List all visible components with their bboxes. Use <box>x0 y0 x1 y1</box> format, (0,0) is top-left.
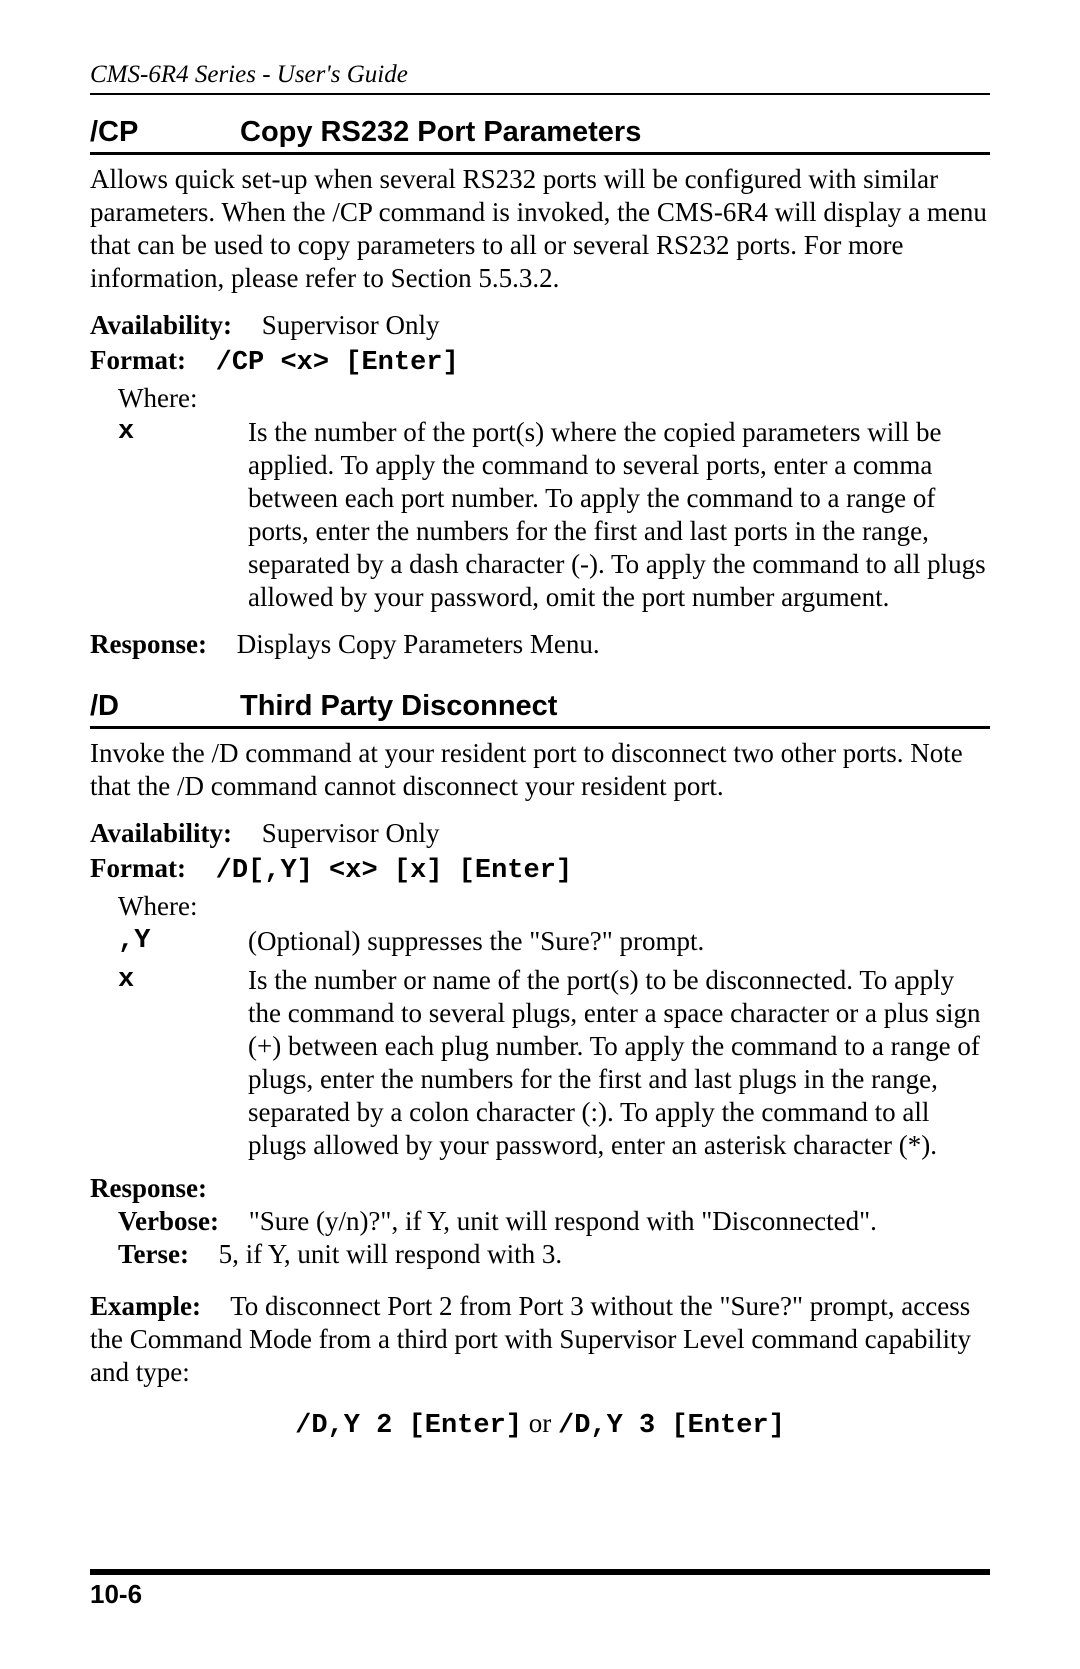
where-label: Where: <box>118 890 990 923</box>
response-label: Response: <box>90 1172 990 1205</box>
format-line: Format: /D[,Y] <x> [x] [Enter] <box>90 852 990 888</box>
availability-line: Availability: Supervisor Only <box>90 817 990 850</box>
example-text: To disconnect Port 2 from Port 3 without… <box>90 1291 971 1387</box>
availability-value: Supervisor Only <box>262 818 440 848</box>
response-line-label: Terse: <box>118 1239 189 1269</box>
running-head: CMS-6R4 Series - User's Guide <box>90 60 990 91</box>
param-desc: Is the number or name of the port(s) to … <box>248 964 990 1162</box>
where-label: Where: <box>118 382 990 415</box>
page-footer: 10-6 <box>90 1569 990 1611</box>
param-desc: (Optional) suppresses the "Sure?" prompt… <box>248 925 990 958</box>
example-cmd-b: /D,Y 3 [Enter] <box>558 1411 785 1441</box>
response-label: Response: <box>90 629 207 659</box>
section-title: Third Party Disconnect <box>240 689 557 724</box>
format-label: Format: <box>90 345 186 375</box>
response-verbose: Verbose: "Sure (y/n)?", if Y, unit will … <box>118 1205 990 1238</box>
format-value: /D[,Y] <x> [x] [Enter] <box>216 856 572 886</box>
section-intro: Invoke the /D command at your resident p… <box>90 737 990 803</box>
param-desc: Is the number of the port(s) where the c… <box>248 416 990 614</box>
head-rule <box>90 93 990 95</box>
example-label: Example: <box>90 1291 201 1321</box>
example-cmd-a: /D,Y 2 [Enter] <box>295 1411 522 1441</box>
availability-value: Supervisor Only <box>262 310 440 340</box>
response-line-text: 5, if Y, unit will respond with 3. <box>219 1239 563 1269</box>
example-block: Example: To disconnect Port 2 from Port … <box>90 1290 990 1389</box>
response-line: Response: Displays Copy Parameters Menu. <box>90 628 990 661</box>
response-line-text: "Sure (y/n)?", if Y, unit will respond w… <box>249 1206 877 1236</box>
example-or: or <box>529 1408 558 1438</box>
param-row: x Is the number or name of the port(s) t… <box>118 964 990 1162</box>
section-code: /D <box>90 689 240 724</box>
param-row: ,Y (Optional) suppresses the "Sure?" pro… <box>118 925 990 958</box>
availability-label: Availability: <box>90 310 232 340</box>
section-title: Copy RS232 Port Parameters <box>240 115 641 150</box>
param-key: ,Y <box>118 925 248 958</box>
section-code: /CP <box>90 115 240 150</box>
availability-label: Availability: <box>90 818 232 848</box>
response-value: Displays Copy Parameters Menu. <box>237 629 600 659</box>
section-intro: Allows quick set-up when several RS232 p… <box>90 163 990 295</box>
format-value: /CP <x> [Enter] <box>216 348 459 378</box>
section-heading-d: /D Third Party Disconnect <box>90 689 990 729</box>
section-heading-cp: /CP Copy RS232 Port Parameters <box>90 115 990 155</box>
response-line-label: Verbose: <box>118 1206 219 1236</box>
example-command: /D,Y 2 [Enter] or /D,Y 3 [Enter] <box>90 1407 990 1443</box>
param-key: x <box>118 964 248 1162</box>
format-line: Format: /CP <x> [Enter] <box>90 344 990 380</box>
footer-rule <box>90 1569 990 1575</box>
page: CMS-6R4 Series - User's Guide /CP Copy R… <box>0 0 1080 1669</box>
response-terse: Terse: 5, if Y, unit will respond with 3… <box>118 1238 990 1271</box>
response-block: Response: Verbose: "Sure (y/n)?", if Y, … <box>90 1172 990 1271</box>
param-row: x Is the number of the port(s) where the… <box>118 416 990 614</box>
availability-line: Availability: Supervisor Only <box>90 309 990 342</box>
format-label: Format: <box>90 853 186 883</box>
param-key: x <box>118 416 248 614</box>
page-number: 10-6 <box>90 1579 990 1611</box>
